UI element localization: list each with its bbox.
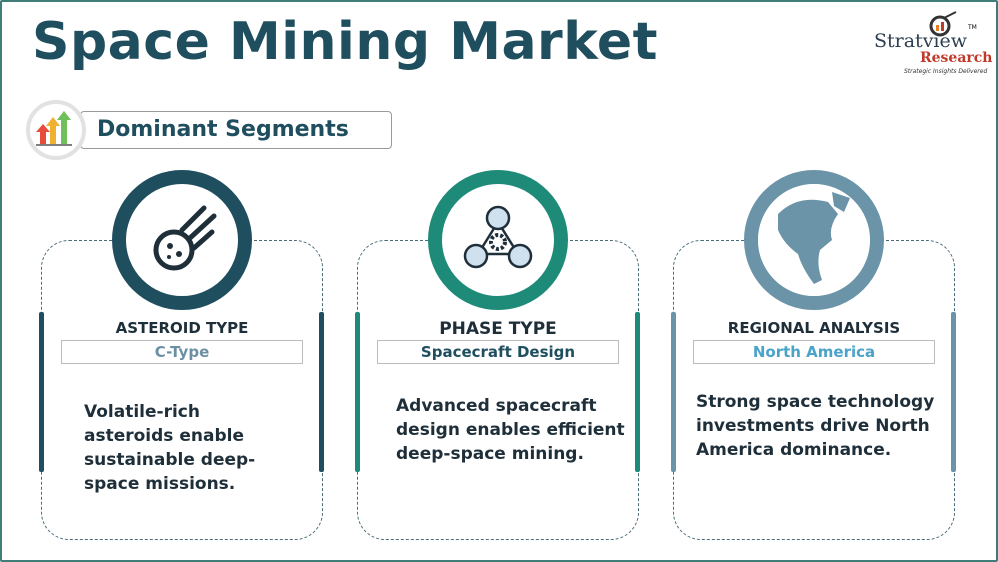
logo-name: Stratview [874, 30, 968, 52]
card-description: Advanced spacecraft design enables effic… [396, 396, 625, 464]
section-label: Dominant Segments [80, 111, 392, 149]
card-description: Strong space technology investments driv… [696, 392, 935, 460]
stratview-logo: Stratview TM Research Strategic Insights… [868, 10, 993, 75]
logo-tm: TM [968, 24, 977, 31]
card-accent-bar [671, 312, 676, 472]
card-value: Spacecraft Design [377, 340, 619, 364]
card-accent-bar [319, 312, 324, 472]
logo-name2: Research [920, 50, 993, 66]
card-heading: REGIONAL ANALYSIS [727, 319, 901, 337]
growth-arrows-icon [26, 100, 86, 160]
card-value: North America [693, 340, 935, 364]
card-accent-bar [635, 312, 640, 472]
north-america-globe-icon [744, 170, 884, 310]
card-heading: ASTEROID TYPE [115, 319, 249, 337]
page-title: Space Mining Market [32, 12, 659, 72]
asteroid-icon [112, 170, 252, 310]
card-accent-bar [39, 312, 44, 472]
gear-network-icon [428, 170, 568, 310]
logo-tagline: Strategic Insights Delivered [904, 68, 988, 75]
card-description: Volatile-rich asteroids enable sustainab… [84, 402, 256, 494]
card-accent-bar [355, 312, 360, 472]
magnifier-chart-icon [929, 11, 957, 37]
card-heading: PHASE TYPE [439, 319, 557, 339]
card-value: C-Type [61, 340, 303, 364]
card-accent-bar [951, 312, 956, 472]
